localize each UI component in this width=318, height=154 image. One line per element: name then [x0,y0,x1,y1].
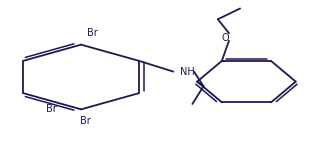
Text: Br: Br [87,28,98,38]
Text: Br: Br [80,116,91,126]
Text: Br: Br [46,104,57,114]
Text: O: O [222,33,230,43]
Text: NH: NH [180,67,194,77]
